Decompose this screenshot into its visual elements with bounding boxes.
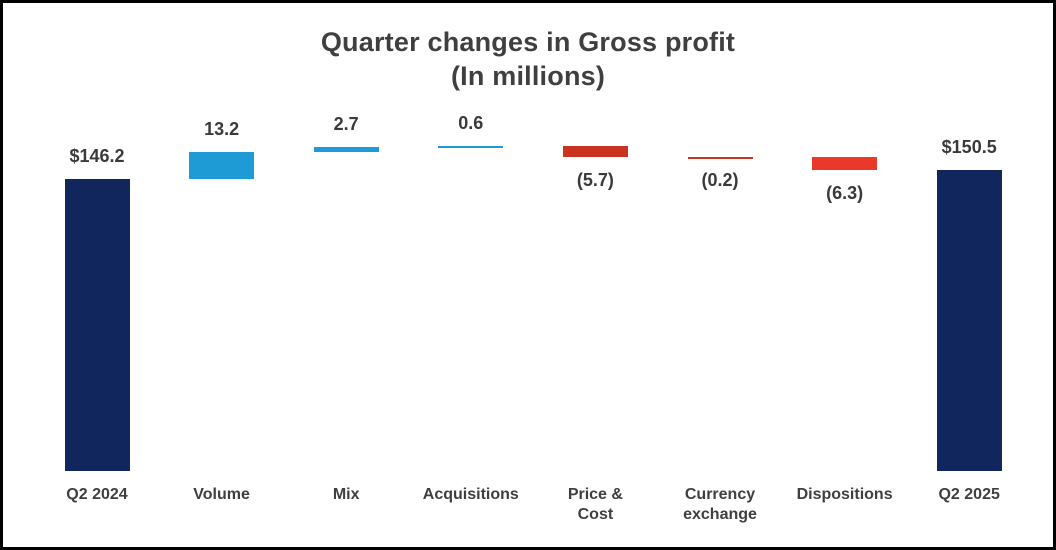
- bar-currency-exchange: [687, 157, 753, 159]
- category-label-q2-2024: Q2 2024: [66, 486, 128, 503]
- chart-subtitle: (In millions): [450, 61, 606, 91]
- category-label-price-cost: Price & Cost: [567, 486, 623, 523]
- bar-acquisitions: [438, 145, 504, 148]
- value-label-q2-2025: $150.5: [941, 137, 997, 157]
- value-label-volume: 13.2: [204, 119, 240, 140]
- chart-title: Quarter changes in Gross profit: [320, 27, 736, 57]
- bar-q2-2025: [936, 170, 1002, 471]
- value-label-currency-exchange: (0.2): [701, 170, 739, 191]
- category-label-acquisitions: Acquisitions: [422, 486, 519, 503]
- category-label-volume: Volume: [193, 486, 250, 503]
- value-label-mix: 2.7: [333, 113, 359, 134]
- bar-dispositions: [812, 157, 878, 170]
- value-label-dispositions: (6.3): [826, 183, 864, 203]
- category-label-dispositions: Dispositions: [796, 486, 893, 503]
- value-label-acquisitions: 0.6: [458, 112, 484, 133]
- waterfall-plot: $146.2 Q2 2024 13.2 Volume 2.7 Mix 0.6 Acquisit…: [3, 3, 1053, 547]
- category-label-currency-exchange: Currency exchange: [683, 486, 757, 523]
- bar-mix: [313, 146, 379, 153]
- value-label-q2-2024: $146.2: [69, 145, 125, 166]
- bar-q2-2024: [64, 178, 130, 471]
- category-label-q2-2025: Q2 2025: [938, 486, 1000, 503]
- category-label-mix: Mix: [332, 486, 360, 503]
- value-label-price-cost: (5.7): [576, 170, 614, 190]
- bar-price-cost: [562, 145, 628, 157]
- bar-volume: [189, 152, 255, 179]
- chart-title-block: Quarter changes in Gross profit (In mill…: [3, 25, 1053, 93]
